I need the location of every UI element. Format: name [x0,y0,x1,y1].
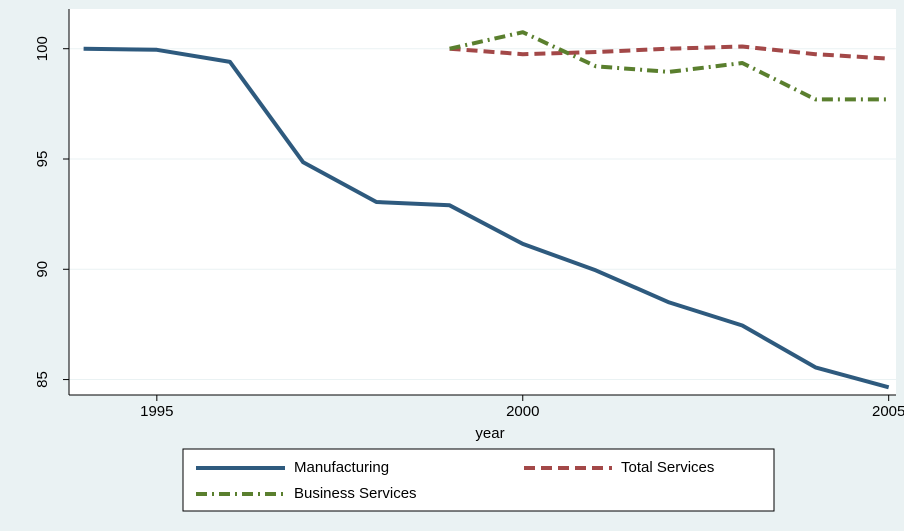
series-layer [83,30,890,390]
y-tick-label: 100 [34,36,51,61]
y-tick-label: 85 [34,371,51,388]
series-line-business-services [449,30,889,102]
x-axis-ticks: 1995 2000 2005 [140,395,904,420]
legend-label: Manufacturing [294,459,389,476]
legend-label: Total Services [621,459,714,476]
series-line-total-services [449,44,889,61]
plot-area [69,9,896,395]
legend-box [182,448,775,512]
legend: Manufacturing Total Services Business Serv… [182,448,775,512]
x-axis-title: year [475,425,504,442]
y-tick-label: 95 [34,151,51,168]
gridlines [69,48,896,381]
x-tick-label: 2000 [506,403,539,420]
legend-label: Business Services [294,485,417,502]
y-axis-ticks: 85 90 95 100 [34,36,69,388]
legend-items: Manufacturing Total Services Business Serv… [196,459,714,502]
series-line-manufacturing [83,46,890,390]
y-tick-label: 90 [34,261,51,278]
x-tick-label: 1995 [140,403,173,420]
x-tick-label: 2005 [872,403,904,420]
